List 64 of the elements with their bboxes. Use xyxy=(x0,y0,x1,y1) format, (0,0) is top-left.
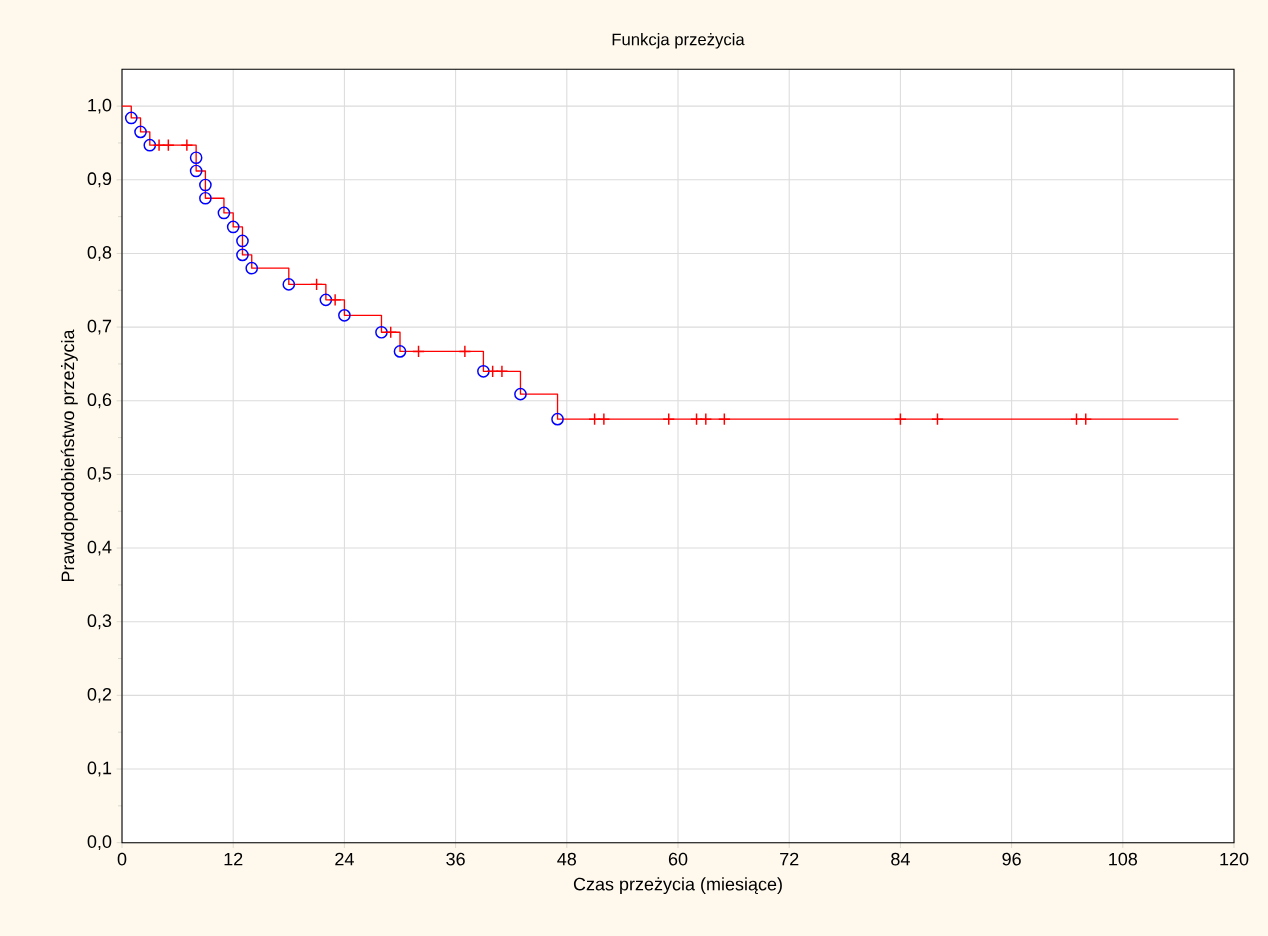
point xyxy=(143,138,157,152)
x-tick-label: 84 xyxy=(891,852,910,866)
y-tick-label: 0,4 xyxy=(87,540,112,556)
point xyxy=(894,412,907,426)
point xyxy=(217,206,231,220)
point xyxy=(393,345,407,358)
point xyxy=(412,345,425,358)
point xyxy=(152,138,166,152)
point xyxy=(477,364,490,378)
y-tick-label: 0,9 xyxy=(87,172,112,188)
x-tick-label: 48 xyxy=(557,852,577,866)
point xyxy=(124,111,138,125)
point xyxy=(282,278,296,291)
x-tick-label: 12 xyxy=(224,852,243,866)
point xyxy=(931,412,944,426)
x-tick-label: 24 xyxy=(335,852,354,866)
point xyxy=(226,220,240,234)
point xyxy=(690,412,703,426)
x-tick-label: 60 xyxy=(668,852,688,866)
point xyxy=(161,138,175,152)
point xyxy=(588,412,601,426)
point xyxy=(328,293,342,307)
y-tick-label: 1,0 xyxy=(88,98,112,114)
x-tick-label: 36 xyxy=(446,852,465,866)
point xyxy=(597,412,611,426)
point xyxy=(310,278,323,291)
y-tick-label: 0,2 xyxy=(87,687,112,703)
y-tick-label: 0,7 xyxy=(87,319,112,335)
point xyxy=(458,345,472,358)
point xyxy=(495,364,509,378)
y-tick-label: 0,0 xyxy=(87,835,112,851)
y-tick-label: 0,8 xyxy=(87,246,112,261)
y-tick-label: 0,3 xyxy=(87,614,112,630)
y-tick-label: 0,1 xyxy=(87,761,112,777)
point xyxy=(245,261,259,275)
y-tick-label: 0,6 xyxy=(87,393,112,409)
point xyxy=(1070,412,1083,426)
point xyxy=(514,387,527,401)
x-axis-title: Czas przeżycia (miesiące) xyxy=(573,877,782,895)
point xyxy=(319,293,333,307)
point xyxy=(236,248,249,262)
x-tick-label: 0 xyxy=(117,852,127,866)
x-tick-label: 96 xyxy=(1002,852,1021,866)
y-axis-title: Prawdopodobieństwo przeżycia xyxy=(60,329,78,582)
point xyxy=(199,191,212,205)
point xyxy=(551,412,564,426)
chart-title: Funkcja przeżycia xyxy=(612,33,745,49)
point xyxy=(384,325,398,339)
point xyxy=(718,412,731,426)
x-tick-label: 108 xyxy=(1109,852,1138,866)
y-tick-label: 0,5 xyxy=(87,466,112,482)
x-tick-label: 72 xyxy=(780,852,799,866)
point xyxy=(375,325,388,339)
point xyxy=(189,151,203,165)
x-tick-label: 120 xyxy=(1220,852,1249,866)
point xyxy=(134,125,147,139)
point xyxy=(338,308,351,322)
point xyxy=(189,164,203,178)
point xyxy=(180,138,194,152)
point xyxy=(699,412,713,426)
point xyxy=(662,412,676,426)
point xyxy=(199,178,212,192)
point xyxy=(236,234,249,248)
point xyxy=(1079,412,1093,426)
